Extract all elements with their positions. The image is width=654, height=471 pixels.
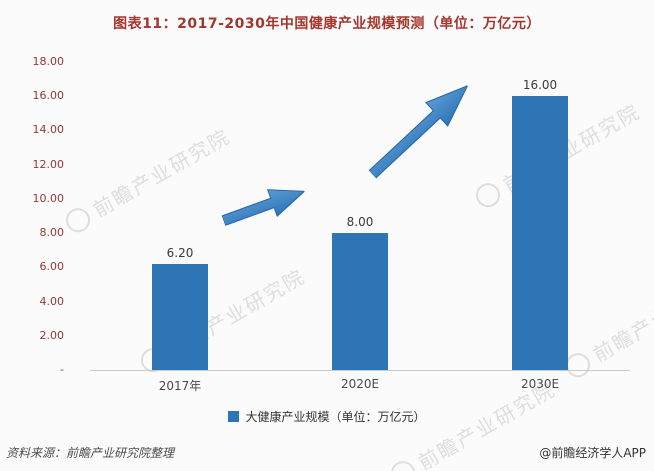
legend: 大健康产业规模（单位：万亿元）: [0, 408, 654, 425]
growth-arrow-1: [221, 189, 306, 227]
watermark-logo-icon: [386, 456, 420, 471]
y-axis-tick-label: 12.00: [32, 157, 65, 171]
x-axis-line: [90, 370, 630, 371]
bar-2030E: [512, 96, 568, 370]
watermark-text: 前瞻产业研究院: [588, 269, 654, 367]
y-axis-tick-label: 4.00: [39, 294, 65, 308]
x-axis-category-label: 2017年: [158, 379, 202, 393]
y-axis-tick-label: 14.00: [32, 123, 65, 137]
y-axis-tick-label: 8.00: [39, 226, 65, 240]
y-axis-tick-label: 18.00: [32, 55, 65, 68]
x-axis-category-label: 2020E: [340, 377, 380, 391]
y-axis-tick-label: 6.00: [39, 260, 65, 274]
legend-swatch: [228, 411, 240, 422]
watermark: 前瞻产业研究院: [560, 266, 654, 384]
watermark-logo-icon: [471, 178, 505, 212]
x-axis-category-label: 2030E: [520, 377, 560, 391]
y-axis-tick-label: 16.00: [32, 89, 65, 103]
y-axis-tick-label: 2.00: [39, 328, 65, 342]
chart-title: 图表11：2017-2030年中国健康产业规模预测（单位：万亿元）: [113, 16, 541, 32]
watermark-logo-icon: [61, 203, 95, 237]
growth-arrow-2: [368, 84, 469, 179]
y-axis-tick-label: -: [60, 363, 64, 376]
credit-note: @前瞻经济学人APP: [539, 446, 646, 460]
bar-2020E: [332, 233, 388, 370]
bar-2017年: [152, 263, 208, 370]
bar-value-label: 8.00: [346, 215, 374, 230]
bar-value-label: 16.00: [522, 78, 558, 93]
legend-label: 大健康产业规模（单位：万亿元）: [245, 410, 426, 424]
watermark: 前瞻产业研究院: [60, 121, 235, 239]
y-axis-tick-label: 10.00: [32, 191, 65, 205]
source-note: 资料来源：前瞻产业研究院整理: [6, 446, 175, 460]
watermark-text: 前瞻产业研究院: [88, 124, 235, 222]
bar-value-label: 6.20: [166, 245, 194, 260]
